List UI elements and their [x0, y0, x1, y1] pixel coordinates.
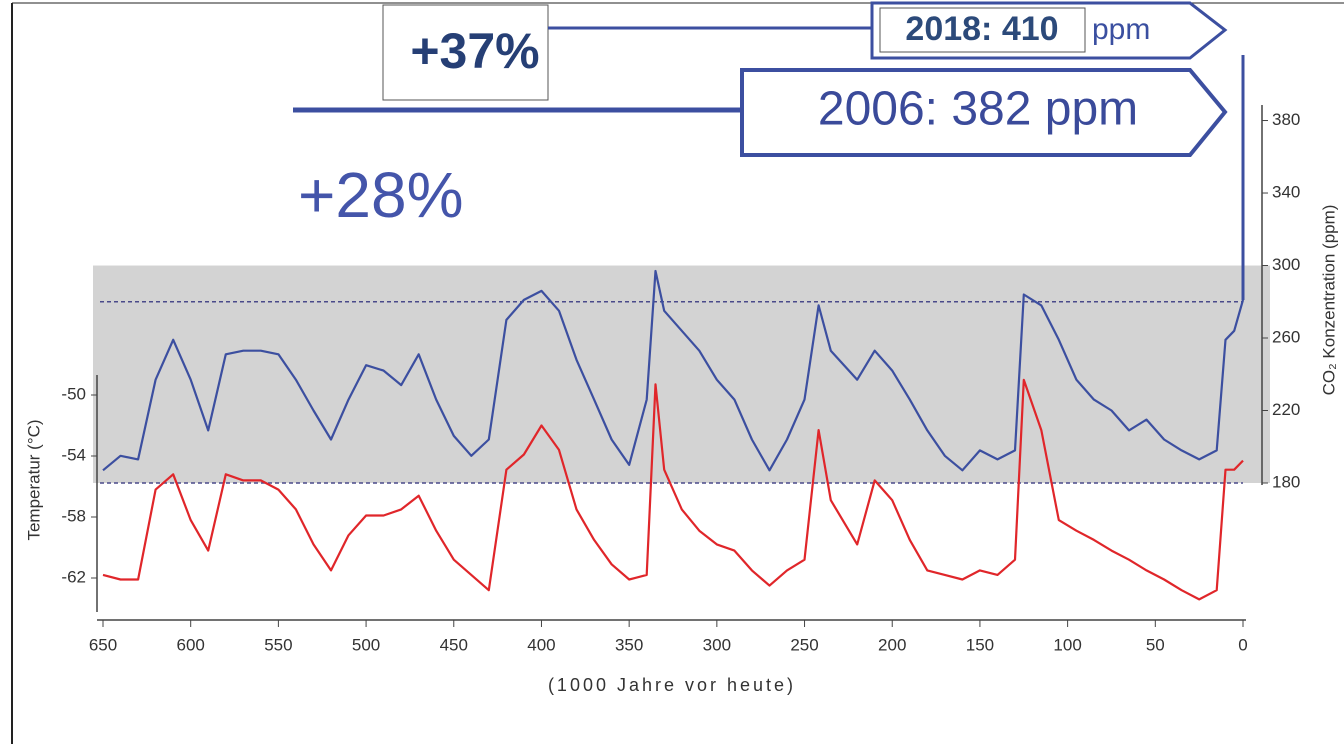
annotation: 2018: 410 — [905, 10, 1058, 48]
y2-tick-label: 220 — [1272, 400, 1300, 419]
y2-tick-label: 380 — [1272, 110, 1300, 129]
x-tick-label: 550 — [264, 635, 292, 654]
x-tick-label: 600 — [177, 635, 205, 654]
x-tick-label: 250 — [790, 635, 818, 654]
x-tick-label: 50 — [1146, 635, 1165, 654]
x-tick-label: 100 — [1053, 635, 1081, 654]
annotation: ppm — [1092, 13, 1150, 46]
arrow-box — [740, 68, 1228, 157]
y-tick-label: -58 — [61, 506, 86, 525]
x-tick-label: 650 — [89, 635, 117, 654]
x-tick-label: 350 — [615, 635, 643, 654]
x-tick-label: 450 — [440, 635, 468, 654]
data-line — [102, 269, 1245, 472]
x-tick-label: 0 — [1238, 635, 1247, 654]
x-tick-label: 400 — [527, 635, 555, 654]
annotation: +28% — [298, 159, 463, 231]
data-line — [102, 378, 1244, 601]
plot-area: 650 600 550 500 450 400 350 300 250 200 150 100 50 0-… — [61, 105, 1300, 654]
x-tick-label: 150 — [966, 635, 994, 654]
x-tick-label: 300 — [703, 635, 731, 654]
y2-axis-label: CO₂ Konzentration (ppm) — [1319, 205, 1338, 396]
y-tick-label: -50 — [61, 384, 86, 403]
annotation: +37% — [410, 23, 539, 79]
annotations: +37% 2018: 410 ppm 2006: 382 ppm +28% — [293, 1, 1245, 300]
y2-tick-label: 340 — [1272, 183, 1300, 202]
x-axis-label: (1000 Jahre vor heute) — [548, 675, 796, 695]
y2-tick-label: 300 — [1272, 255, 1300, 274]
y-tick-label: -62 — [61, 567, 86, 586]
y-tick-label: -54 — [61, 445, 86, 464]
y-axis-label: Temperatur (°C) — [24, 419, 43, 540]
annotation-box — [382, 4, 549, 101]
y2-tick-label: 180 — [1272, 472, 1300, 491]
x-tick-label: 200 — [878, 635, 906, 654]
annotation: 2006: 382 ppm — [818, 83, 1138, 136]
annotation-box — [879, 7, 1086, 53]
shaded-band — [93, 265, 1270, 483]
x-tick-label: 500 — [352, 635, 380, 654]
y2-tick-label: 260 — [1272, 327, 1300, 346]
